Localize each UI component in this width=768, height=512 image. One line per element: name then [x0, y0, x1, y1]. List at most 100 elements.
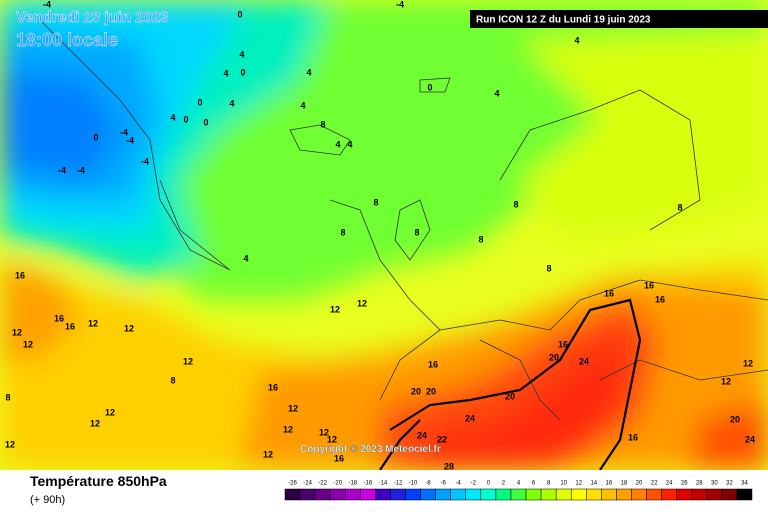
color-swatch	[390, 488, 406, 501]
contour-label: 16	[334, 453, 344, 463]
color-swatch	[405, 488, 421, 501]
scale-label: -10	[409, 481, 418, 487]
run-box	[470, 10, 768, 28]
field-title: Température 850hPa	[30, 473, 167, 489]
contour-label: 12	[124, 323, 134, 333]
color-swatch	[360, 488, 376, 501]
scale-label: -24	[303, 481, 312, 487]
color-swatch	[510, 488, 527, 501]
contour-label: 4	[494, 88, 499, 98]
contour-label: 4	[170, 112, 175, 122]
scale-label: 20	[636, 481, 643, 487]
contour-label: 12	[88, 318, 98, 328]
scale-label: 34	[741, 481, 748, 487]
scale-label: 26	[681, 481, 688, 487]
scale-label: -20	[333, 481, 342, 487]
scale-label: 18	[621, 481, 628, 487]
color-swatch	[435, 488, 451, 501]
copyright: Copyright © 2023 Meteociel.fr	[300, 444, 441, 455]
contour-label: 16	[15, 270, 25, 280]
contour-label: 12	[263, 449, 273, 459]
contour-label: 0	[427, 82, 432, 92]
contour-label: 16	[268, 382, 278, 392]
contour-label: 16	[628, 432, 638, 442]
contour-label: 12	[319, 427, 329, 437]
scale-label: -22	[318, 481, 327, 487]
contour-24	[379, 298, 642, 470]
contour-label: 12	[357, 298, 367, 308]
color-swatch	[721, 488, 738, 501]
contour-label: 16	[644, 280, 654, 290]
color-swatch	[465, 488, 482, 501]
color-swatch	[375, 488, 391, 501]
contour-label: 12	[327, 434, 337, 444]
scale-label: -2	[471, 481, 477, 487]
scale-label: 16	[606, 481, 613, 487]
scale-label: -14	[379, 481, 388, 487]
scale-label: 10	[560, 481, 567, 487]
contour-label: 12	[721, 376, 731, 386]
valid-time: 18:00 locale	[16, 30, 118, 50]
contour-label: -4	[126, 135, 134, 145]
contour-label: 8	[414, 227, 419, 237]
scale-label: -16	[364, 481, 373, 487]
scale-label: -26	[288, 481, 297, 487]
contour-label: 4	[300, 100, 305, 110]
contour-label: 8	[5, 392, 10, 402]
contour-label: 4	[239, 49, 244, 59]
contour-label: 0	[203, 117, 208, 127]
contour-label: 0	[197, 97, 202, 107]
contour-label: 12	[743, 358, 753, 368]
contour-label: 12	[23, 339, 33, 349]
contour-label: -4	[77, 165, 85, 175]
contour-label: 24	[745, 434, 755, 444]
scale-label: -6	[441, 481, 447, 487]
contour-label: 4	[229, 98, 234, 108]
color-swatch	[646, 488, 662, 501]
color-scale: -26 -24 -22 -20 -18 -16 -14 -12 -10 -8 -6 -4 -2 0 2 4 6 8…	[284, 481, 753, 501]
color-swatch	[480, 488, 497, 501]
contour-label: 20	[730, 414, 740, 424]
scale-label: 8	[547, 481, 551, 487]
temperature-field	[0, 0, 768, 470]
scale-label: 14	[590, 481, 597, 487]
contour-label: 4	[223, 68, 228, 78]
contour-label: -4	[141, 156, 149, 166]
contour-label: 24	[417, 430, 427, 440]
contour-label: -4	[58, 165, 66, 175]
scale-label: 6	[532, 481, 536, 487]
color-swatch	[540, 488, 557, 501]
contour-label: 12	[283, 424, 293, 434]
scale-label: 22	[651, 481, 658, 487]
color-swatch	[420, 488, 436, 501]
contour-label: 4	[335, 139, 340, 149]
color-swatch	[345, 488, 361, 501]
contour-label: 12	[5, 439, 15, 449]
contour-label: 20	[411, 386, 421, 396]
contour-label: 16	[65, 321, 75, 331]
scale-label: 2	[502, 481, 506, 487]
contour-label: 20	[505, 391, 515, 401]
color-swatch	[299, 488, 316, 501]
contour-label: 12	[90, 418, 100, 428]
contour-label: 12	[183, 356, 193, 366]
contour-label: 12	[105, 407, 115, 417]
scale-label: 28	[696, 481, 703, 487]
scale-label: -8	[425, 481, 431, 487]
scale-label: 30	[711, 481, 718, 487]
lead-time: (+ 90h)	[30, 494, 65, 506]
scale-label: 24	[666, 481, 673, 487]
contour-label: 16	[655, 294, 665, 304]
contour-label: 4	[347, 139, 352, 149]
color-swatch	[631, 488, 647, 501]
contour-label: 0	[93, 132, 98, 142]
contour-label: 8	[546, 263, 551, 273]
scale-label: -4	[456, 481, 462, 487]
color-swatch	[525, 488, 542, 501]
contour-label: 4	[243, 253, 248, 263]
color-swatch	[706, 488, 723, 501]
contour-label: 0	[183, 114, 188, 124]
contour-label: 28	[444, 461, 454, 471]
